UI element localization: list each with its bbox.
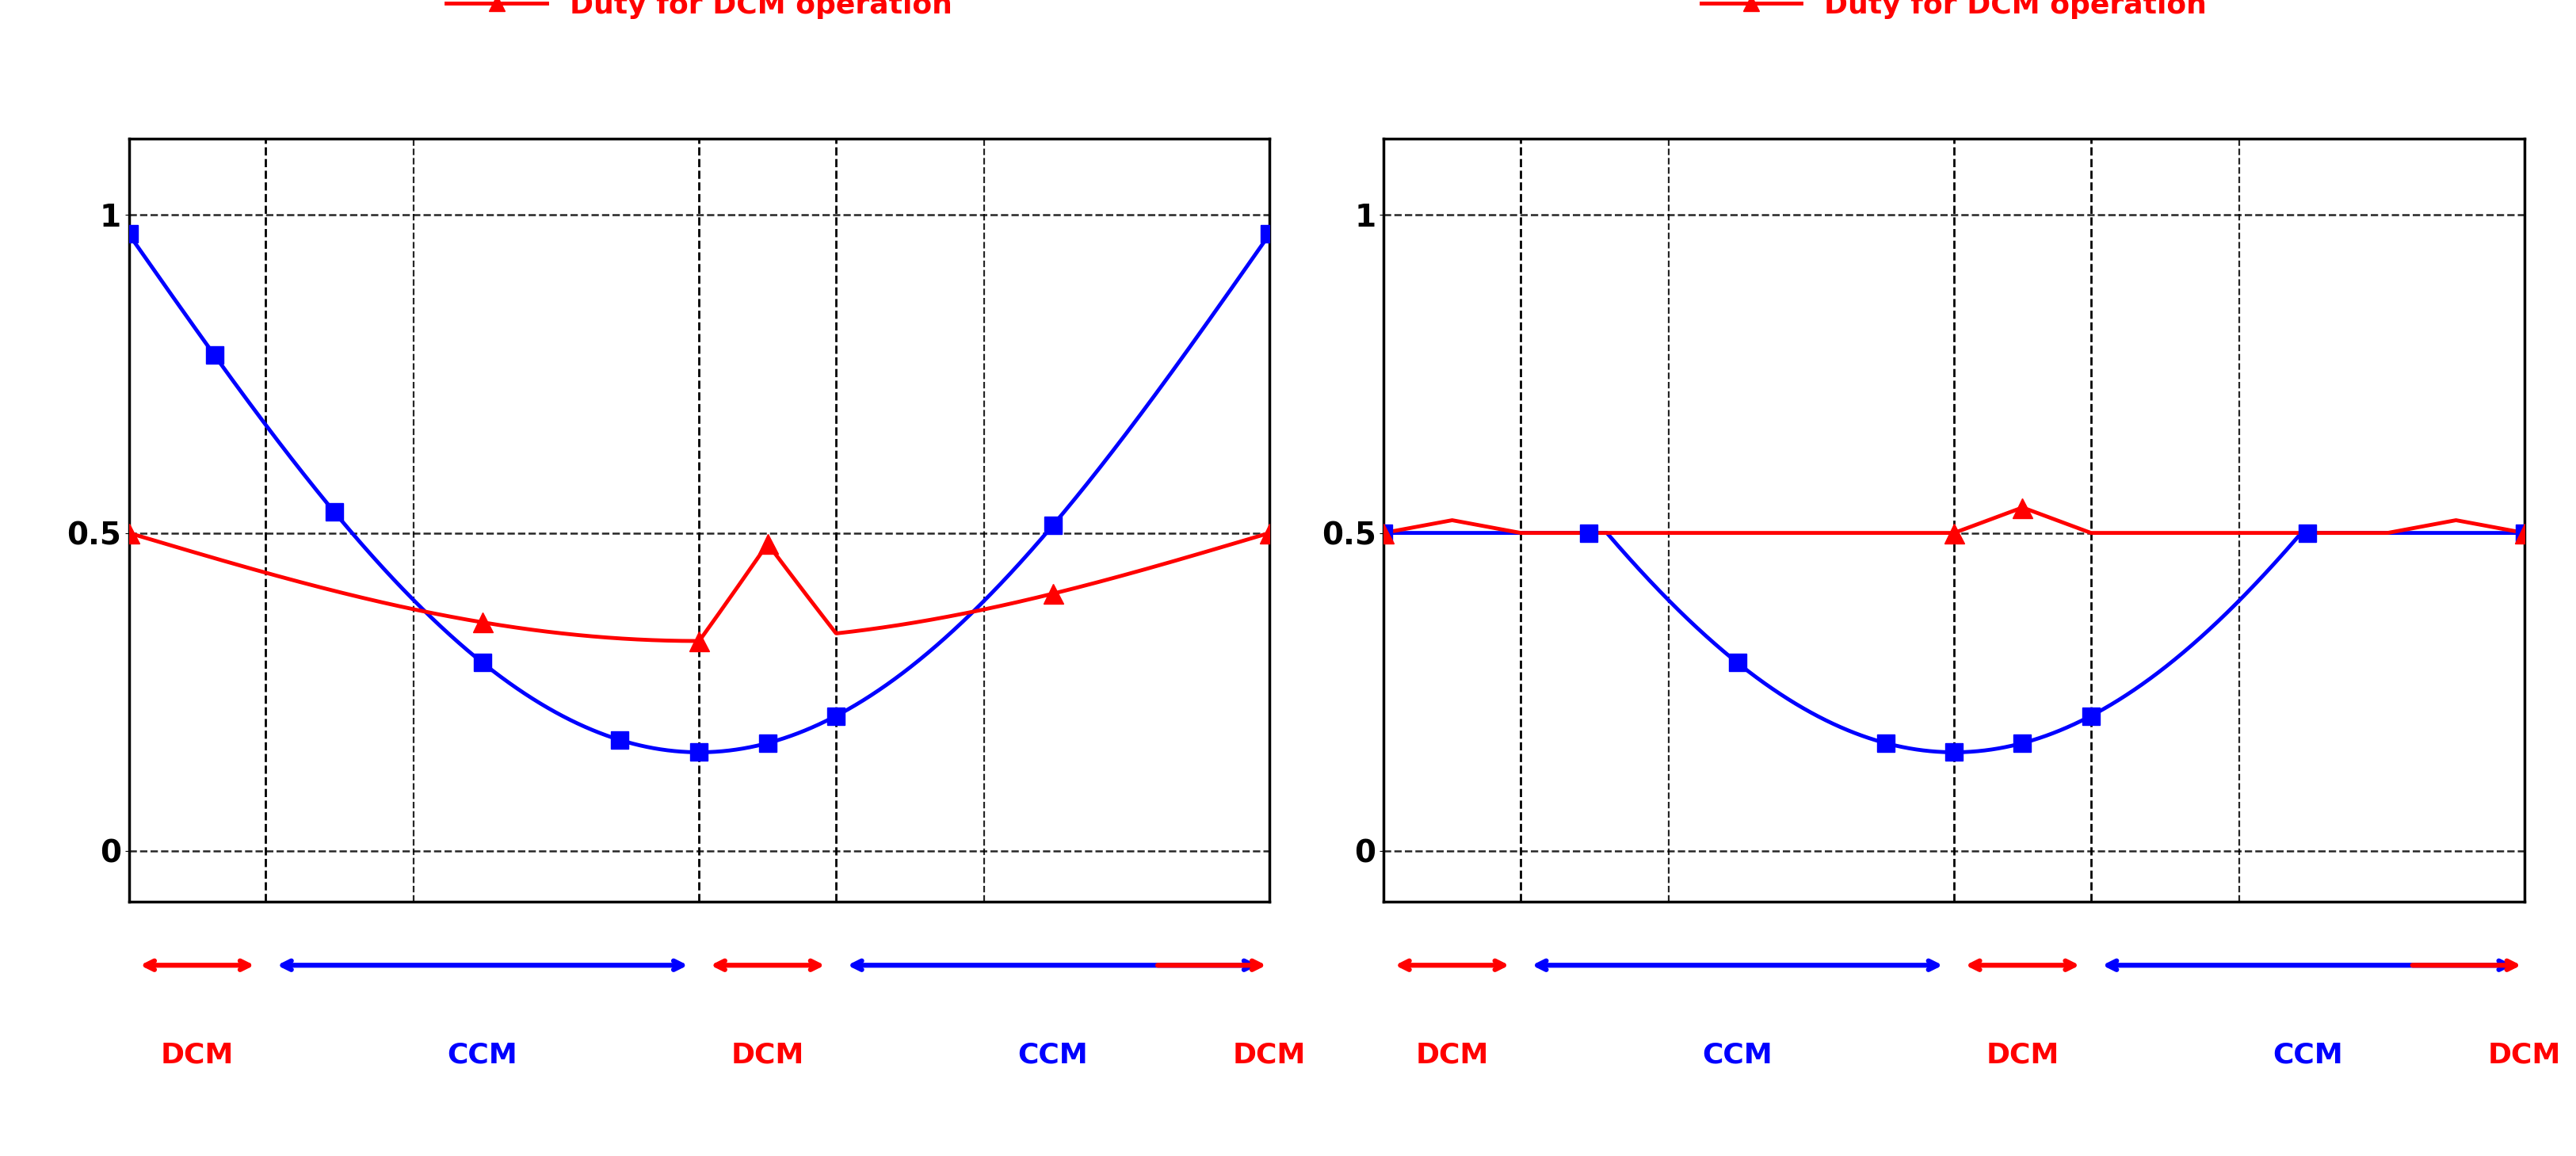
Text: CCM: CCM: [1018, 1042, 1087, 1068]
Text: CCM: CCM: [448, 1042, 518, 1068]
Text: CCM: CCM: [1703, 1042, 1772, 1068]
Text: DCM: DCM: [160, 1042, 234, 1068]
Text: DCM: DCM: [1417, 1042, 1489, 1068]
Legend: Duty for CCM operation, Duty for DCM operation: Duty for CCM operation, Duty for DCM ope…: [1690, 0, 2218, 30]
Legend: Duty for CCM operation, Duty for DCM operation: Duty for CCM operation, Duty for DCM ope…: [435, 0, 963, 30]
Text: DCM: DCM: [1986, 1042, 2058, 1068]
Text: CCM: CCM: [2272, 1042, 2344, 1068]
Text: DCM: DCM: [1234, 1042, 1306, 1068]
Text: DCM: DCM: [732, 1042, 804, 1068]
Text: DCM: DCM: [2488, 1042, 2561, 1068]
